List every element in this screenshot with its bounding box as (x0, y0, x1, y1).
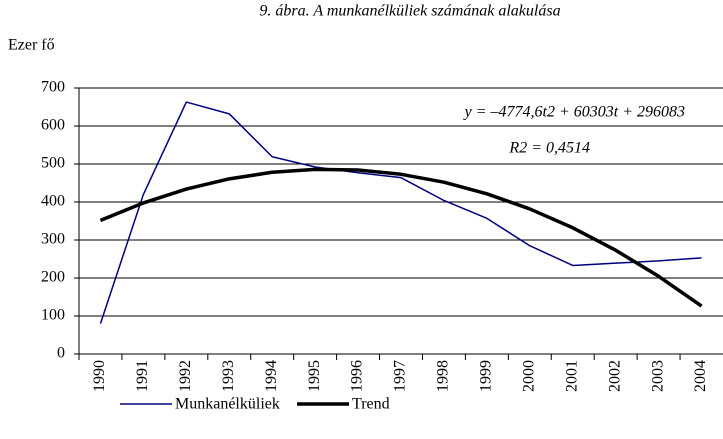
x-tick-label: 1991 (134, 360, 151, 392)
x-tick-label: 1993 (220, 360, 237, 392)
x-tick-label: 1999 (478, 360, 495, 392)
annotation: R2 = 0,4514 (508, 140, 590, 157)
y-tick-label: 500 (41, 155, 65, 172)
x-tick-label: 1997 (392, 360, 409, 392)
legend-label: Munkanélküliek (175, 396, 280, 413)
y-tick-label: 100 (41, 307, 65, 324)
y-tick-label: 300 (41, 231, 65, 248)
x-tick-label: 1992 (177, 360, 194, 392)
y-tick-label: 400 (41, 193, 65, 210)
y-tick-label: 600 (41, 117, 65, 134)
x-tick-label: 1996 (349, 360, 366, 392)
series-line (99, 101, 702, 324)
x-tick-label: 2000 (520, 360, 537, 392)
x-tick-label: 1990 (91, 360, 108, 392)
legend-label: Trend (352, 396, 390, 413)
x-tick-label: 1995 (306, 360, 323, 392)
y-tick-label: 0 (57, 345, 65, 362)
x-tick-label: 2003 (649, 360, 666, 392)
y-tick-label: 700 (41, 79, 65, 96)
x-tick-label: 1994 (263, 360, 280, 392)
y-tick-label: 200 (41, 269, 65, 286)
chart-title: 9. ábra. A munkanélküliek számának alaku… (259, 3, 560, 20)
y-axis-label: Ezer fő (8, 37, 55, 54)
x-tick-label: 2001 (563, 360, 580, 392)
x-tick-label: 1998 (435, 360, 452, 392)
series-line (99, 167, 703, 308)
x-tick-label: 2002 (606, 360, 623, 392)
annotation: y = –4774,6t2 + 60303t + 296083 (463, 104, 685, 121)
x-tick-label: 2004 (692, 360, 709, 392)
